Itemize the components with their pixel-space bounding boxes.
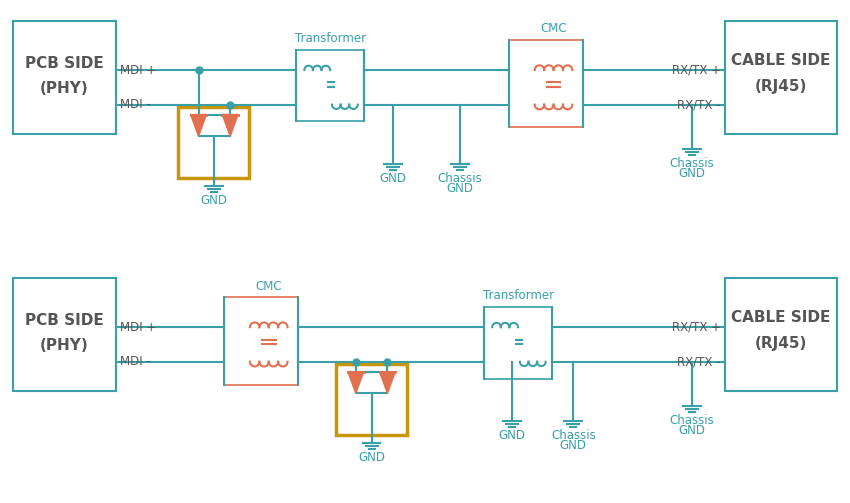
Text: RX/TX +: RX/TX + xyxy=(672,63,721,76)
Text: CABLE SIDE: CABLE SIDE xyxy=(731,53,830,68)
Text: MDI -: MDI - xyxy=(121,355,151,368)
Text: CABLE SIDE: CABLE SIDE xyxy=(731,310,830,325)
Bar xyxy=(178,107,249,178)
Text: (PHY): (PHY) xyxy=(40,339,89,354)
Text: Chassis: Chassis xyxy=(437,172,482,185)
Polygon shape xyxy=(348,372,364,393)
Bar xyxy=(509,40,583,127)
Text: GND: GND xyxy=(678,424,706,437)
Text: GND: GND xyxy=(358,451,385,464)
Text: RX/TX -: RX/TX - xyxy=(677,98,721,111)
Text: MDI +: MDI + xyxy=(121,320,156,333)
Text: PCB SIDE: PCB SIDE xyxy=(26,56,104,71)
Polygon shape xyxy=(190,115,207,136)
Text: Chassis: Chassis xyxy=(670,157,714,170)
Text: Transformer: Transformer xyxy=(296,32,366,45)
Text: Chassis: Chassis xyxy=(551,429,596,442)
Text: CMC: CMC xyxy=(541,23,567,35)
Bar xyxy=(336,364,407,435)
Text: PCB SIDE: PCB SIDE xyxy=(26,313,104,328)
Text: GND: GND xyxy=(446,182,473,195)
Polygon shape xyxy=(222,115,238,136)
Text: GND: GND xyxy=(380,172,407,185)
Text: Transformer: Transformer xyxy=(484,289,554,302)
Bar xyxy=(13,21,116,134)
Bar xyxy=(297,50,364,121)
Text: GND: GND xyxy=(499,429,525,442)
Text: RX/TX -: RX/TX - xyxy=(677,355,721,368)
Text: MDI +: MDI + xyxy=(121,63,156,76)
Bar xyxy=(13,278,116,391)
Bar xyxy=(725,278,837,391)
Text: GND: GND xyxy=(560,439,586,452)
Bar xyxy=(484,307,552,379)
Text: MDI -: MDI - xyxy=(121,98,151,111)
Text: (PHY): (PHY) xyxy=(40,81,89,96)
Text: (RJ45): (RJ45) xyxy=(755,336,807,351)
Bar xyxy=(725,21,837,134)
Text: GND: GND xyxy=(201,194,228,207)
Text: RX/TX +: RX/TX + xyxy=(672,320,721,333)
Bar xyxy=(224,297,298,384)
Text: Chassis: Chassis xyxy=(670,414,714,427)
Polygon shape xyxy=(379,372,395,393)
Text: CMC: CMC xyxy=(256,280,282,293)
Text: (RJ45): (RJ45) xyxy=(755,79,807,94)
Text: GND: GND xyxy=(678,167,706,180)
